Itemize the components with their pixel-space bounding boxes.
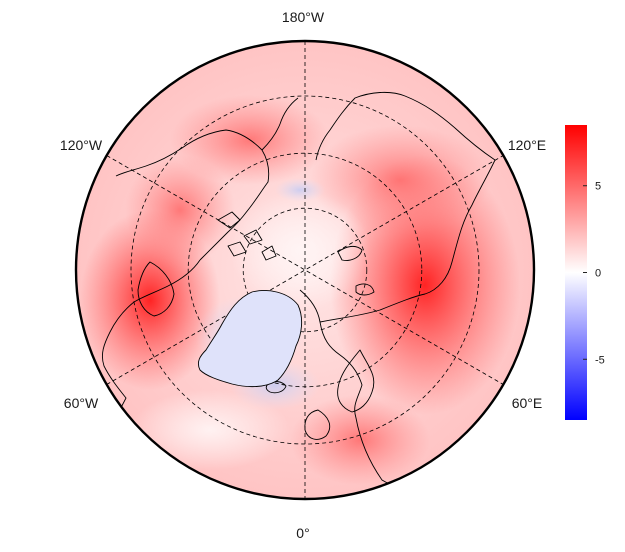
latitude-circle-1 (242, 207, 368, 333)
lon-label-upper-left: 120°W (60, 137, 103, 153)
meridian-line (106, 155, 504, 385)
coastline-scandinavia (337, 349, 375, 413)
colorbar-gradient (565, 125, 587, 420)
coastline-arctic-archipelago (217, 211, 277, 261)
lon-label-upper-right: 120°E (508, 137, 546, 153)
temperature-anomaly-field (76, 41, 534, 499)
coastline-hudson-bay (137, 261, 175, 317)
lon-label-bottom: 0° (296, 525, 309, 541)
coastline-iceland (265, 381, 287, 394)
coastline-eurasia-arctic (315, 91, 496, 323)
colorbar-tick-label: 5 (595, 181, 601, 193)
colorbar: 5 0 -5 (565, 125, 605, 420)
coastlines (101, 91, 496, 486)
lon-label-lower-left: 60°W (64, 395, 99, 411)
coastline-canada-east (101, 259, 201, 431)
colorbar-ticks: 5 0 -5 (583, 181, 605, 366)
coastline-british-isles (304, 409, 331, 440)
meridian-line (106, 155, 504, 385)
lon-label-top: 180°W (282, 9, 325, 25)
coastline-alaska (261, 97, 299, 151)
lon-label-lower-right: 60°E (512, 395, 543, 411)
map-boundary (74, 39, 536, 501)
colorbar-tick-label: -5 (595, 354, 605, 366)
colorbar-tick-label: 0 (595, 268, 601, 280)
coastline-europe (299, 289, 441, 486)
coastline-greenland (197, 290, 303, 388)
coastline-svalbard-franzjosef (337, 245, 375, 296)
